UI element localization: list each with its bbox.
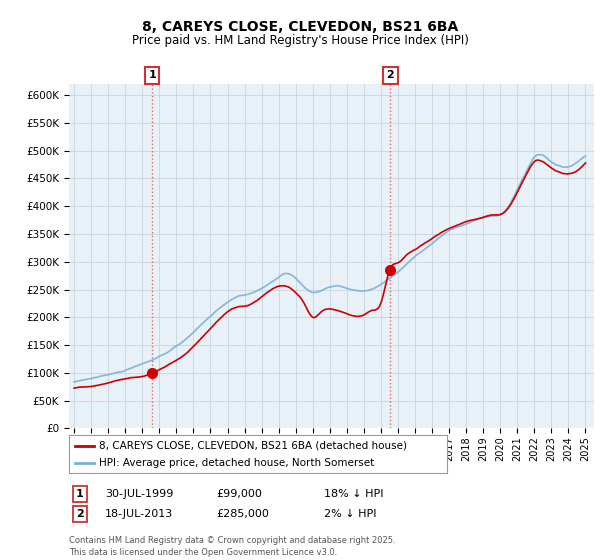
Text: 1: 1	[148, 71, 156, 81]
Text: 2: 2	[386, 71, 394, 81]
Text: Contains HM Land Registry data © Crown copyright and database right 2025.
This d: Contains HM Land Registry data © Crown c…	[69, 536, 395, 557]
Text: £99,000: £99,000	[216, 489, 262, 499]
Text: 8, CAREYS CLOSE, CLEVEDON, BS21 6BA: 8, CAREYS CLOSE, CLEVEDON, BS21 6BA	[142, 20, 458, 34]
Text: £285,000: £285,000	[216, 509, 269, 519]
Text: 8, CAREYS CLOSE, CLEVEDON, BS21 6BA (detached house): 8, CAREYS CLOSE, CLEVEDON, BS21 6BA (det…	[99, 441, 407, 451]
Text: Price paid vs. HM Land Registry's House Price Index (HPI): Price paid vs. HM Land Registry's House …	[131, 34, 469, 46]
Text: 18% ↓ HPI: 18% ↓ HPI	[324, 489, 383, 499]
Text: 1: 1	[76, 489, 83, 499]
Text: HPI: Average price, detached house, North Somerset: HPI: Average price, detached house, Nort…	[99, 458, 374, 468]
Text: 30-JUL-1999: 30-JUL-1999	[105, 489, 173, 499]
Text: 2: 2	[76, 509, 83, 519]
Text: 18-JUL-2013: 18-JUL-2013	[105, 509, 173, 519]
Text: 2% ↓ HPI: 2% ↓ HPI	[324, 509, 377, 519]
